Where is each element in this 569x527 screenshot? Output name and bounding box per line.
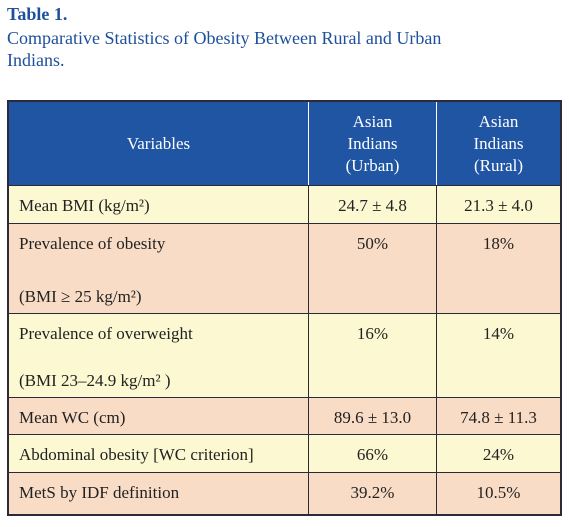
header-text: Asian (478, 111, 519, 131)
header-text: Asian (352, 111, 393, 131)
value-cell: 10.5% (436, 473, 560, 514)
value-text: 18% (482, 234, 515, 253)
row-label: Abdominal obesity [WC criterion] (9, 435, 308, 472)
value-text: 50% (356, 234, 389, 253)
header-text: Indians (347, 133, 398, 153)
table-title: Table 1. (7, 4, 68, 24)
value-text: 10.5% (476, 483, 521, 502)
label-text: (BMI 23–24.9 kg/m² ) (19, 371, 171, 390)
value-cell: 24.7 ± 4.8 (308, 186, 436, 223)
value-text: 74.8 ± 11.3 (460, 408, 537, 427)
table-row: Abdominal obesity [WC criterion] 66% 24% (9, 434, 560, 472)
value-text: 21.3 ± 4.0 (464, 196, 533, 215)
subtitle-line: Indians. (7, 50, 65, 70)
header-text: Variables (126, 133, 191, 153)
table-row: Prevalence of overweight (BMI 23–24.9 kg/… (9, 313, 560, 397)
table-row: MetS by IDF definition 39.2% 10.5% (9, 472, 560, 514)
row-label: Prevalence of obesity (BMI ≥ 25 kg/m²) (9, 224, 308, 313)
row-label: Mean BMI (kg/m²) (9, 186, 308, 223)
header-text: (Urban) (345, 155, 400, 175)
label-text: MetS by IDF definition (19, 483, 180, 502)
row-label: MetS by IDF definition (9, 473, 308, 514)
label-text: Prevalence of overweight (19, 324, 193, 343)
value-text: 16% (356, 324, 389, 343)
value-cell: 66% (308, 435, 436, 472)
header-cell: Asian Indians (Urban) (308, 102, 436, 185)
label-text: Mean WC (cm) (19, 408, 126, 427)
value-cell: 21.3 ± 4.0 (436, 186, 560, 223)
table-subtitle: Comparative Statistics of Obesity Betwee… (7, 27, 441, 71)
value-cell: 39.2% (308, 473, 436, 514)
row-label: Prevalence of overweight (BMI 23–24.9 kg/… (9, 314, 308, 397)
label-text: Mean BMI (kg/m²) (19, 196, 150, 215)
value-text: 14% (482, 324, 515, 343)
header-cell: Asian Indians (Rural) (436, 102, 560, 185)
value-cell: 14% (436, 314, 560, 397)
table-row: Mean WC (cm) 89.6 ± 13.0 74.8 ± 11.3 (9, 397, 560, 434)
value-cell: 16% (308, 314, 436, 397)
value-cell: 89.6 ± 13.0 (308, 398, 436, 434)
value-cell: 74.8 ± 11.3 (436, 398, 560, 434)
value-text: 39.2% (350, 483, 395, 502)
row-label: Mean WC (cm) (9, 398, 308, 434)
value-cell: 50% (308, 224, 436, 313)
table-row: Mean BMI (kg/m²) 24.7 ± 4.8 21.3 ± 4.0 (9, 185, 560, 223)
label-text: Abdominal obesity [WC criterion] (19, 445, 254, 464)
table: Variables Asian Indians (Urban) Asian Indians… (7, 100, 562, 516)
value-text: 89.6 ± 13.0 (333, 408, 412, 427)
value-text: 24% (482, 445, 515, 464)
header-row: Variables Asian Indians (Urban) Asian Indians… (9, 102, 560, 185)
table-row: Prevalence of obesity (BMI ≥ 25 kg/m²) 50%… (9, 223, 560, 313)
value-cell: 24% (436, 435, 560, 472)
value-cell: 18% (436, 224, 560, 313)
label-text: (BMI ≥ 25 kg/m²) (19, 287, 142, 306)
subtitle-line: Comparative Statistics of Obesity Betwee… (7, 28, 442, 48)
label-text: Prevalence of obesity (19, 234, 166, 253)
header-text: (Rural) (473, 155, 524, 175)
value-text: 24.7 ± 4.8 (338, 196, 407, 215)
value-text: 66% (356, 445, 389, 464)
header-cell: Variables (9, 102, 308, 185)
header-text: Indians (473, 133, 524, 153)
